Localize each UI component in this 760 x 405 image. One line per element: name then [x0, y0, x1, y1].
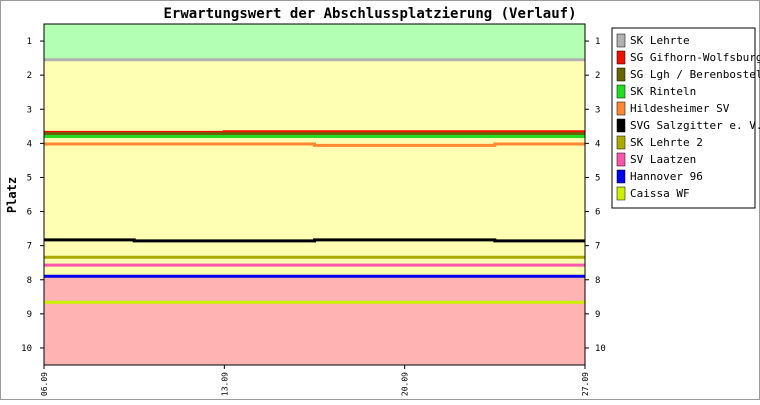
- band-1: [44, 59, 585, 277]
- chart-title: Erwartungswert der Abschlussplatzierung …: [163, 6, 576, 22]
- x-tick-label: 06.09: [40, 372, 49, 396]
- band-2: [44, 276, 585, 365]
- y-tick-label-left: 8: [27, 276, 32, 286]
- legend-box: [611, 27, 756, 209]
- x-tick-label: 20.09: [401, 372, 410, 396]
- y-tick-label-left: 10: [21, 344, 32, 354]
- legend-swatch: [616, 169, 626, 184]
- series-line-hildesheimer-sv: [44, 142, 585, 147]
- legend-swatch: [616, 33, 626, 48]
- legend-swatch: [616, 152, 626, 167]
- band-0: [44, 24, 585, 60]
- y-tick-label-left: 4: [27, 139, 32, 149]
- legend: SK Lehrte SG Gifhorn-Wolfsburg SG Lgh / Be…: [611, 27, 760, 209]
- legend-label: SV Laatzen: [630, 153, 696, 166]
- y-tick-label-right: 10: [595, 344, 606, 354]
- y-tick-label-right: 7: [595, 242, 600, 252]
- axes: 1 1 2 2 3 3 4 4 5 5 6 6 7 7 8 8 9 9 10 10 06.09 13.09 20.09 27.…: [21, 23, 606, 396]
- y-tick-label-left: 2: [27, 71, 32, 81]
- y-tick-label-left: 6: [27, 208, 32, 218]
- y-tick-label-left: 3: [27, 105, 32, 115]
- legend-label: SG Gifhorn-Wolfsburg: [630, 51, 760, 64]
- series-lines: [44, 58, 585, 304]
- legend-label: Hildesheimer SV: [630, 102, 730, 115]
- y-tick-label-right: 8: [595, 276, 600, 286]
- legend-label: SG Lgh / Berenbostel: [630, 68, 760, 81]
- y-axis-label: Platz: [5, 177, 19, 213]
- legend-swatch: [616, 101, 626, 116]
- y-tick-label-left: 1: [27, 37, 32, 47]
- y-tick-label-right: 4: [595, 139, 600, 149]
- y-tick-label-right: 5: [595, 173, 600, 183]
- series-line-svg-salzgitter-e-v: [44, 238, 585, 243]
- y-tick-label-right: 2: [595, 71, 600, 81]
- legend-swatch: [616, 84, 626, 99]
- legend-label: SK Lehrte 2: [630, 136, 703, 149]
- plot-frame: [43, 23, 586, 366]
- background-bands: [44, 24, 585, 365]
- legend-label: SK Lehrte: [630, 34, 690, 47]
- y-tick-label-right: 6: [595, 208, 600, 218]
- y-tick-label-left: 7: [27, 242, 32, 252]
- y-tick-label-left: 5: [27, 173, 32, 183]
- x-tick-label: 27.09: [581, 372, 590, 396]
- legend-label: Caissa WF: [630, 187, 690, 200]
- legend-label: SK Rinteln: [630, 85, 696, 98]
- y-tick-label-right: 1: [595, 37, 600, 47]
- legend-swatch: [616, 118, 626, 133]
- y-tick-label-right: 9: [595, 310, 600, 320]
- legend-label: Hannover 96: [630, 170, 703, 183]
- x-tick-label: 13.09: [220, 372, 229, 396]
- legend-swatch: [616, 50, 626, 65]
- legend-swatch: [616, 67, 626, 82]
- legend-swatch: [616, 135, 626, 150]
- legend-swatch: [616, 186, 626, 201]
- legend-label: SVG Salzgitter e. V.: [630, 119, 760, 132]
- y-tick-label-left: 9: [27, 310, 32, 320]
- y-tick-label-right: 3: [595, 105, 600, 115]
